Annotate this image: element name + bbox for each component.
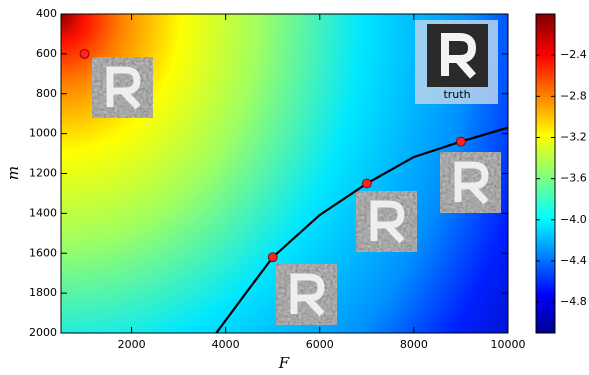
noisy-image: [356, 191, 417, 252]
x-tick-label: 8000: [400, 338, 428, 351]
y-axis-label: m: [4, 166, 22, 180]
truth-image: [427, 24, 488, 87]
point: [362, 179, 371, 188]
colorbar-tick-label: −2.4: [560, 48, 587, 61]
point: [456, 137, 465, 146]
x-tick-label: 2000: [118, 338, 146, 351]
colorbar-tick-label: −3.6: [560, 172, 587, 185]
y-tick-label: 1800: [29, 286, 57, 299]
noisy-image: [276, 264, 337, 325]
y-tick-label: 2000: [29, 326, 57, 339]
y-tick-label: 1600: [29, 246, 57, 259]
colorbar-tick-label: −4.0: [560, 213, 587, 226]
colorbar-tick-label: −4.4: [560, 254, 587, 267]
x-tick-label: 10000: [491, 338, 526, 351]
noisy-image: [440, 152, 501, 213]
truth-label: truth: [443, 88, 470, 101]
noisy-image: [92, 57, 153, 118]
colorbar-tick-label: −2.8: [560, 89, 587, 102]
y-tick-label: 1000: [29, 127, 57, 140]
point: [268, 253, 277, 262]
chart: truth F m 2000 4000 6000 8000 10000 400 600 800…: [0, 0, 589, 375]
y-tick-label: 1200: [29, 167, 57, 180]
x-tick-label: 6000: [306, 338, 334, 351]
y-tick-label: 600: [36, 47, 57, 60]
colorbar-tick-label: −4.8: [560, 295, 587, 308]
x-axis-label: F: [278, 354, 290, 372]
colorbar-tick-label: −3.2: [560, 130, 587, 143]
point: [80, 49, 89, 58]
y-tick-label: 1400: [29, 206, 57, 219]
y-tick-label: 800: [36, 87, 57, 100]
colorbar: [536, 14, 555, 333]
x-tick-label: 4000: [212, 338, 240, 351]
y-tick-label: 400: [36, 7, 57, 20]
